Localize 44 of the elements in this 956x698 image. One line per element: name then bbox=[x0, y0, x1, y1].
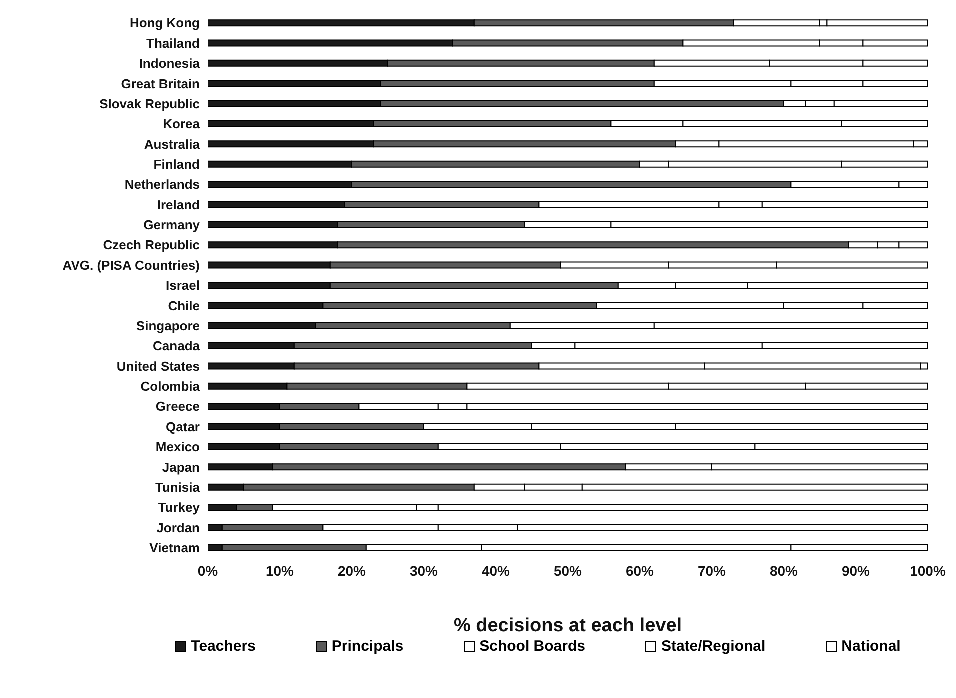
x-tick-label: 0% bbox=[198, 562, 219, 579]
y-tick-label: Singapore bbox=[136, 318, 200, 334]
y-tick-label: Japan bbox=[162, 460, 200, 475]
y-tick-label: Greece bbox=[156, 399, 200, 414]
x-tick-label: 10% bbox=[266, 562, 295, 579]
y-tick-label: Australia bbox=[144, 136, 201, 152]
x-tick-label: 40% bbox=[482, 562, 511, 579]
legend-label: Principals bbox=[330, 638, 404, 655]
legend-label: School Boards bbox=[478, 638, 586, 655]
y-tick-label: Korea bbox=[163, 116, 201, 132]
y-tick-label: Mexico bbox=[156, 440, 200, 455]
x-tick-label: 100% bbox=[910, 562, 946, 579]
y-tick-label: Tunisia bbox=[155, 480, 201, 495]
x-tick-label: 20% bbox=[338, 562, 367, 579]
x-axis-title: % decisions at each level bbox=[454, 615, 682, 636]
y-tick-label: Czech Republic bbox=[103, 238, 200, 253]
y-tick-label: Great Britain bbox=[121, 76, 200, 92]
x-tick-label: 70% bbox=[698, 562, 727, 579]
y-tick-label: Hong Kong bbox=[130, 16, 200, 31]
y-tick-label: Colombia bbox=[140, 379, 201, 394]
y-tick-label: AVG. (PISA Countries) bbox=[62, 258, 200, 273]
y-tick-label: Jordan bbox=[156, 520, 200, 536]
y-tick-label: United States bbox=[116, 358, 200, 374]
y-tick-label: Slovak Republic bbox=[100, 96, 200, 112]
y-tick-label: Netherlands bbox=[124, 177, 200, 192]
y-tick-label: Germany bbox=[144, 218, 201, 233]
x-tick-label: 50% bbox=[554, 562, 583, 579]
y-tick-label: Chile bbox=[168, 298, 200, 314]
y-tick-label: Canada bbox=[153, 338, 201, 354]
y-tick-label: Turkey bbox=[158, 500, 201, 516]
x-tick-label: 90% bbox=[842, 562, 871, 579]
legend-label: National bbox=[840, 638, 901, 655]
legend-label: State/Regional bbox=[660, 638, 766, 655]
x-tick-label: 30% bbox=[410, 562, 439, 579]
x-tick-label: 80% bbox=[770, 562, 799, 579]
legend-label: Teachers bbox=[190, 638, 256, 655]
x-tick-label: 60% bbox=[626, 562, 655, 579]
y-tick-label: Qatar bbox=[166, 419, 200, 434]
y-tick-label: Israel bbox=[166, 278, 200, 294]
y-tick-label: Vietnam bbox=[150, 540, 200, 556]
y-tick-label: Indonesia bbox=[139, 56, 201, 72]
y-tick-label: Ireland bbox=[157, 197, 200, 212]
y-tick-label: Thailand bbox=[146, 36, 200, 51]
y-tick-label: Finland bbox=[154, 157, 200, 172]
